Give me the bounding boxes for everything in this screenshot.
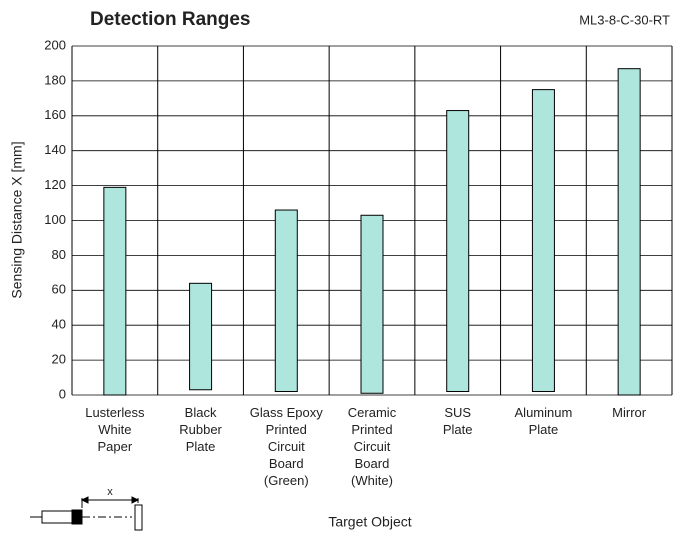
y-tick-label: 0 xyxy=(59,386,66,401)
x-tick-label: SUS Plate xyxy=(442,405,473,437)
y-tick-label: 100 xyxy=(44,212,66,227)
range-bar xyxy=(360,214,384,394)
y-tick-label: 40 xyxy=(52,317,66,332)
range-bar xyxy=(446,110,470,393)
y-tick-label: 160 xyxy=(44,107,66,122)
y-axis-label: Sensing Distance X [mm] xyxy=(9,141,25,298)
x-axis-label: Target Object xyxy=(328,514,411,530)
y-tick-label: 80 xyxy=(52,247,66,262)
y-tick-label: 200 xyxy=(44,37,66,52)
x-tick-label: Mirror xyxy=(612,405,647,420)
chart-title: Detection Ranges xyxy=(90,9,250,30)
range-bar xyxy=(103,186,127,396)
y-tick-label: 20 xyxy=(52,352,66,367)
distance-label: x xyxy=(107,486,113,498)
y-tick-label: 140 xyxy=(44,142,66,157)
x-tick-label: Aluminum Plate xyxy=(514,405,573,437)
range-bar xyxy=(617,68,641,396)
y-tick-label: 60 xyxy=(52,282,66,297)
x-tick-label: Ceramic Printed Circuit Board (White) xyxy=(347,405,397,488)
range-bar xyxy=(189,282,213,391)
model-name: ML3-8-C-30-RT xyxy=(579,12,670,27)
x-tick-label: Glass Epoxy Printed Circuit Board (Green… xyxy=(249,405,323,488)
x-tick-label: Lusterless White Paper xyxy=(85,405,145,454)
range-bar xyxy=(531,89,555,393)
y-tick-label: 120 xyxy=(44,177,66,192)
x-tick-label: Black Rubber Plate xyxy=(179,405,222,454)
sensor-icon xyxy=(30,496,143,531)
y-tick-label: 180 xyxy=(44,72,66,87)
range-bar xyxy=(274,209,298,393)
